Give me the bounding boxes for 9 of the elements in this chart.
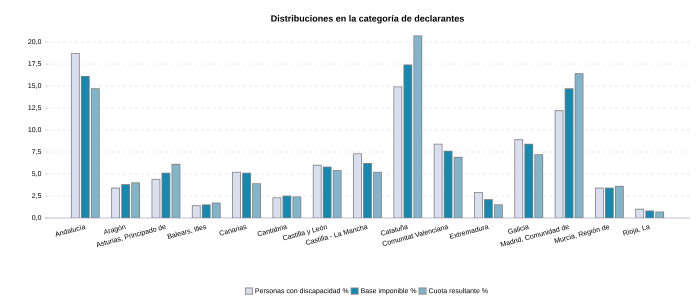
bar: [403, 64, 412, 218]
bar: [514, 139, 524, 218]
chart-title: Distribuciones en la categoría de declarantes: [271, 14, 464, 24]
bar: [312, 164, 322, 218]
bar: [70, 53, 80, 218]
bar: [524, 144, 534, 218]
bar: [80, 76, 90, 218]
bar: [393, 86, 402, 218]
bar: [322, 166, 332, 218]
